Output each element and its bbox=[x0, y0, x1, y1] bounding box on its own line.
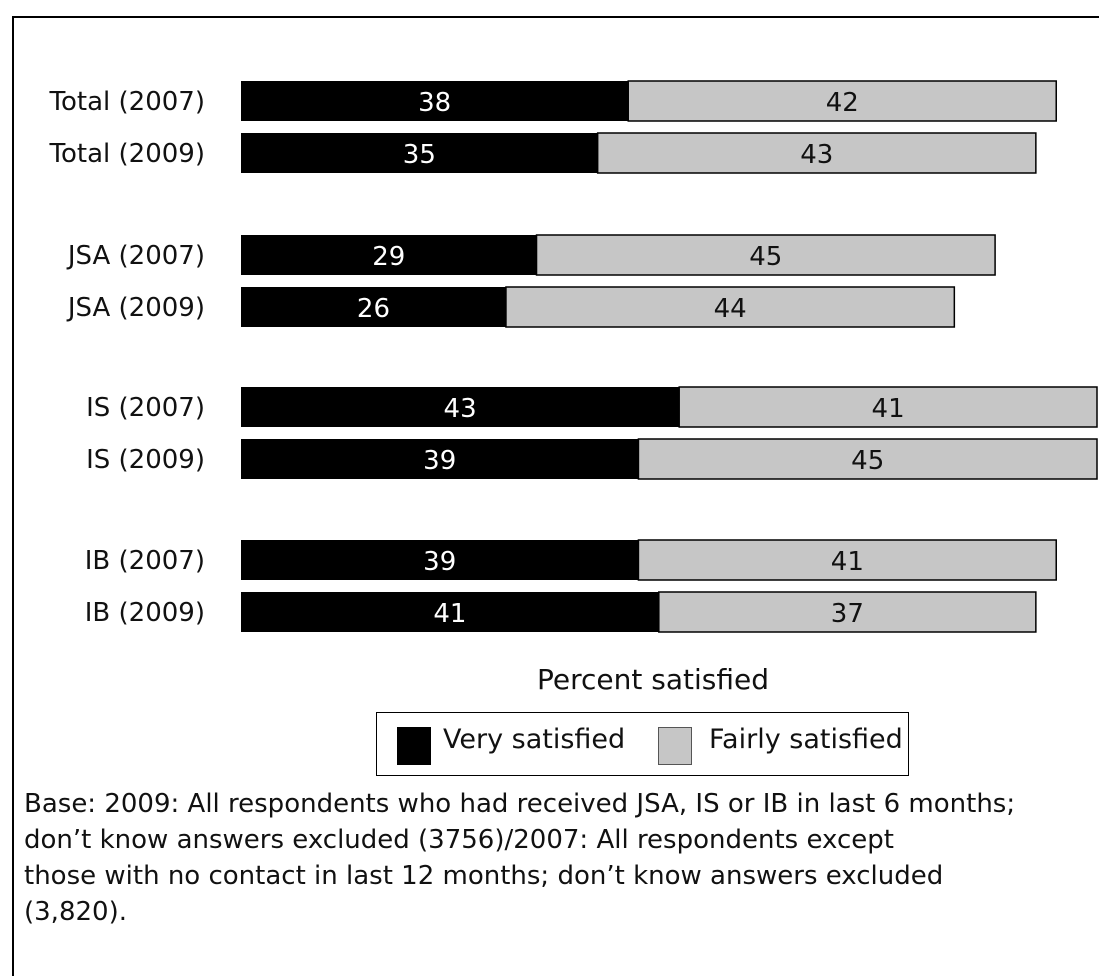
category-label: IS (2009) bbox=[86, 445, 205, 475]
bar-fairly-satisfied bbox=[627, 80, 1057, 122]
data-label: 39 bbox=[423, 446, 456, 476]
data-label: 29 bbox=[372, 242, 405, 272]
legend-label-very-satisfied: Very satisfied bbox=[443, 724, 626, 755]
data-label: 43 bbox=[444, 394, 477, 424]
data-label: 42 bbox=[826, 88, 859, 118]
legend-label-fairly-satisfied: Fairly satisfied bbox=[709, 724, 903, 755]
data-label: 45 bbox=[749, 242, 782, 272]
base-note: Base: 2009: All respondents who had rece… bbox=[24, 786, 1094, 930]
bar-very-satisfied bbox=[241, 387, 680, 427]
bar-very-satisfied bbox=[241, 287, 506, 327]
chart-frame bbox=[12, 16, 1099, 976]
data-label: 41 bbox=[433, 599, 466, 629]
data-label: 26 bbox=[357, 294, 390, 324]
category-label: IB (2007) bbox=[85, 546, 205, 576]
category-label: JSA (2009) bbox=[66, 293, 205, 323]
data-label: 35 bbox=[403, 140, 436, 170]
bar-fairly-satisfied bbox=[596, 132, 1037, 174]
base-note-line: (3,820). bbox=[24, 897, 127, 927]
bar-chart: Total (2007) 38 42 Total (2009) 35 43 JSA (200… bbox=[49, 80, 1098, 633]
bar-very-satisfied bbox=[241, 235, 537, 275]
data-label: 37 bbox=[831, 599, 864, 629]
data-label: 43 bbox=[800, 140, 833, 170]
base-note-line: Base: 2009: All respondents who had rece… bbox=[24, 789, 1016, 819]
base-note-line: those with no contact in last 12 months;… bbox=[24, 861, 944, 891]
bar-very-satisfied bbox=[241, 81, 629, 121]
legend-swatch-fairly-satisfied bbox=[658, 727, 692, 765]
bar-very-satisfied bbox=[241, 540, 639, 580]
data-label: 41 bbox=[831, 547, 864, 577]
bar-very-satisfied bbox=[241, 592, 659, 632]
bar-very-satisfied bbox=[241, 133, 598, 173]
data-label: 41 bbox=[872, 394, 905, 424]
base-note-line: don’t know answers excluded (3756)/2007:… bbox=[24, 825, 894, 855]
bar-very-satisfied bbox=[241, 439, 639, 479]
data-label: 45 bbox=[851, 446, 884, 476]
data-label: 39 bbox=[423, 547, 456, 577]
legend: Very satisfied Fairly satisfied bbox=[376, 712, 909, 776]
x-axis-label: Percent satisfied bbox=[537, 663, 769, 696]
bar-fairly-satisfied bbox=[637, 539, 1057, 581]
bar-fairly-satisfied bbox=[505, 286, 956, 328]
legend-swatch-very-satisfied bbox=[397, 727, 431, 765]
category-label: IS (2007) bbox=[86, 393, 205, 423]
category-label: Total (2007) bbox=[49, 87, 205, 117]
category-label: JSA (2007) bbox=[66, 241, 205, 271]
data-label: 38 bbox=[418, 88, 451, 118]
bar-fairly-satisfied bbox=[678, 386, 1098, 428]
data-label: 44 bbox=[714, 294, 747, 324]
category-label: Total (2009) bbox=[49, 139, 205, 169]
category-label: IB (2009) bbox=[85, 598, 205, 628]
bar-fairly-satisfied bbox=[637, 438, 1098, 480]
bar-fairly-satisfied bbox=[658, 591, 1037, 633]
bar-fairly-satisfied bbox=[535, 234, 996, 276]
